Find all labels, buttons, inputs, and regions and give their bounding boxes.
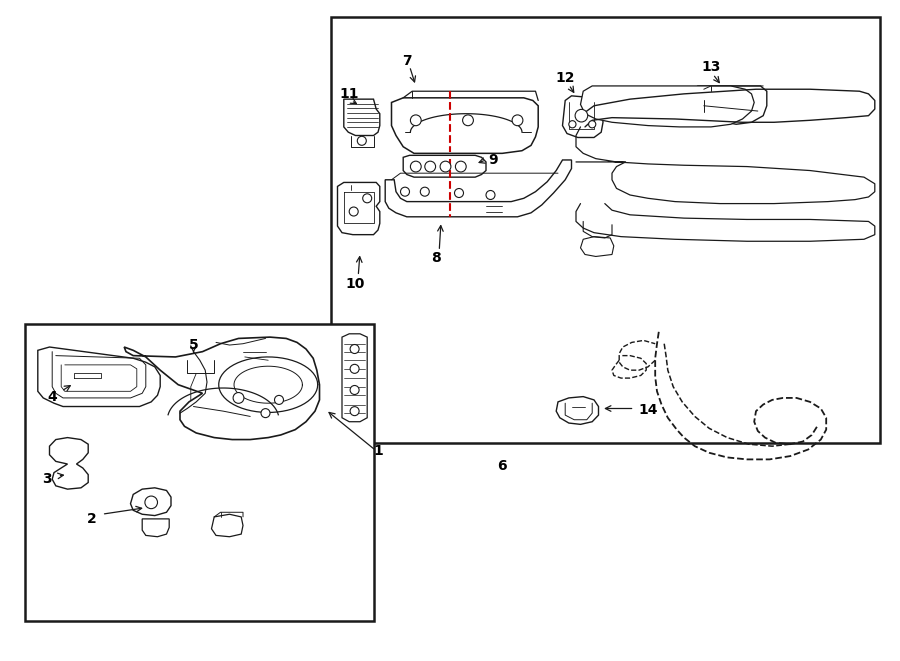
Circle shape [575,109,588,122]
Circle shape [463,115,473,126]
Polygon shape [331,17,880,443]
Text: 9: 9 [489,153,498,167]
Circle shape [274,395,284,405]
Polygon shape [556,397,599,424]
Polygon shape [403,155,486,177]
Polygon shape [238,347,272,373]
Circle shape [233,393,244,403]
Circle shape [350,385,359,395]
Circle shape [420,187,429,196]
Circle shape [261,408,270,418]
Polygon shape [344,99,380,136]
Circle shape [350,364,359,373]
Circle shape [589,121,596,128]
Text: 10: 10 [346,277,365,292]
Circle shape [425,161,436,172]
Polygon shape [562,96,603,137]
Polygon shape [124,337,320,440]
Circle shape [357,136,366,145]
Circle shape [363,194,372,203]
Circle shape [400,187,410,196]
Text: 11: 11 [339,87,359,101]
Polygon shape [342,334,367,422]
Text: 5: 5 [189,338,198,352]
Polygon shape [385,160,572,217]
Circle shape [350,407,359,416]
Polygon shape [392,98,538,153]
Text: 14: 14 [638,403,658,417]
Polygon shape [25,324,373,621]
Circle shape [454,188,464,198]
Polygon shape [698,86,767,124]
Text: 3: 3 [42,472,51,486]
Circle shape [410,115,421,126]
Text: 8: 8 [432,251,441,265]
Polygon shape [176,356,220,380]
Text: 4: 4 [48,389,57,404]
Polygon shape [38,347,160,407]
Circle shape [440,161,451,172]
Polygon shape [50,438,88,489]
Text: 13: 13 [701,60,721,75]
Polygon shape [580,237,614,256]
Circle shape [410,161,421,172]
Polygon shape [338,182,380,235]
Polygon shape [212,514,243,537]
Text: 12: 12 [555,71,575,85]
Circle shape [512,115,523,126]
Polygon shape [580,86,754,127]
Text: 7: 7 [402,54,411,68]
Circle shape [486,190,495,200]
Polygon shape [130,488,171,516]
Circle shape [145,496,158,509]
Circle shape [350,344,359,354]
Circle shape [349,207,358,216]
Text: 1: 1 [374,444,382,458]
Text: 6: 6 [498,459,507,473]
Text: 2: 2 [87,512,96,526]
Circle shape [569,121,576,128]
Circle shape [455,161,466,172]
Polygon shape [142,519,169,537]
